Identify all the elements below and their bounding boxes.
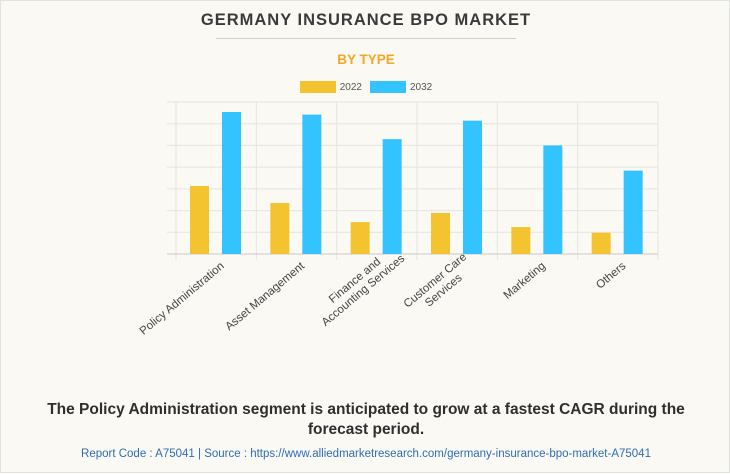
bar-2032-asset-management[interactable] <box>302 114 322 254</box>
legend-label-2032: 2032 <box>410 81 433 93</box>
legend: 2022 2032 <box>1 81 730 93</box>
x-tick-label-line: Policy Administration <box>138 260 227 337</box>
gridlines <box>167 101 659 260</box>
x-tick-label: Marketing <box>502 260 548 302</box>
x-tick-label-line: Others <box>594 260 628 292</box>
x-tick-label: Finance andAccounting Services <box>311 243 407 329</box>
x-tick-label: Policy Administration <box>138 260 227 337</box>
legend-item-2032[interactable]: 2032 <box>370 81 432 93</box>
bar-2022-asset-management[interactable] <box>270 202 290 254</box>
x-tick-label-line: Marketing <box>502 260 548 302</box>
x-tick-label-line: Asset Management <box>223 260 307 333</box>
x-tick-label: Customer CareServices <box>402 251 478 320</box>
bars <box>190 111 643 254</box>
bar-2032-marketing[interactable] <box>543 145 563 254</box>
legend-swatch-2022 <box>299 81 336 93</box>
bar-2022-policy-administration[interactable] <box>190 186 209 254</box>
chart-title: GERMANY INSURANCE BPO MARKET <box>200 11 532 29</box>
bar-2022-marketing[interactable] <box>511 227 531 254</box>
x-tick-label: Others <box>594 260 628 292</box>
legend-label-2022: 2022 <box>339 81 362 93</box>
bar-2032-others[interactable] <box>623 170 643 254</box>
legend-swatch-2032 <box>370 81 406 93</box>
source-footer[interactable]: Report Code : A75041 | Source : https://… <box>81 448 651 460</box>
legend-item-2022[interactable]: 2022 <box>299 81 362 93</box>
bar-2022-others[interactable] <box>591 232 611 254</box>
bar-2022-customer-care-services[interactable] <box>431 212 450 254</box>
chart-subtitle: BY TYPE <box>337 52 395 67</box>
x-tick-label: Asset Management <box>223 260 307 333</box>
bar-2032-customer-care-services[interactable] <box>463 120 482 254</box>
bar-2032-finance-and-accounting-services[interactable] <box>382 139 402 254</box>
bar-2032-policy-administration[interactable] <box>222 111 241 254</box>
title-divider <box>216 38 516 39</box>
key-finding-note: The Policy Administration segment is ant… <box>47 401 685 438</box>
bar-2022-finance-and-accounting-services[interactable] <box>350 222 370 254</box>
